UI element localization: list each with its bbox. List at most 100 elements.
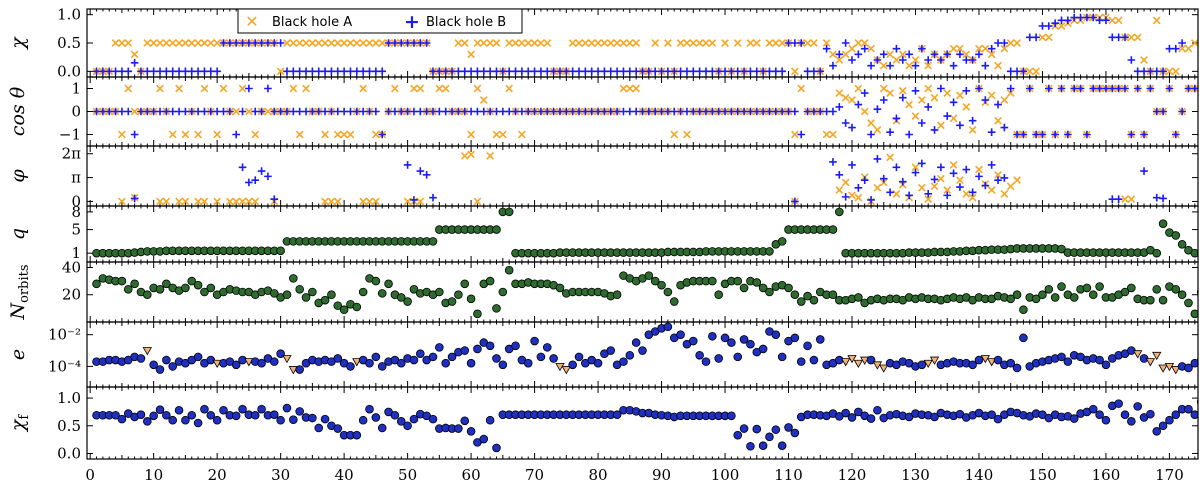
marker-a — [670, 130, 679, 139]
point-chif — [428, 414, 438, 424]
marker-a — [1013, 176, 1021, 185]
marker-b — [956, 121, 964, 130]
marker-a — [245, 107, 253, 116]
marker-b — [302, 107, 310, 116]
legend: ✕ Black hole A + Black hole B — [237, 8, 523, 34]
point-chif — [174, 405, 184, 415]
marker-b — [1121, 84, 1129, 93]
point-e — [1057, 352, 1066, 362]
point-norbits — [187, 276, 197, 286]
marker-b — [105, 67, 114, 76]
marker-a — [505, 39, 514, 47]
point-chif — [269, 410, 279, 419]
marker-b — [968, 188, 977, 197]
marker-b — [575, 67, 583, 76]
marker-a — [911, 163, 920, 172]
point-norbits — [669, 297, 679, 306]
xtick-label: 30 — [271, 466, 290, 484]
marker-b — [1108, 33, 1117, 42]
marker-b — [162, 107, 171, 116]
marker-b — [975, 50, 983, 59]
ytick-label: 40 — [62, 258, 81, 276]
marker-b — [175, 67, 183, 76]
marker-b — [1127, 56, 1136, 64]
point-chif — [155, 405, 165, 415]
marker-b — [994, 100, 1002, 109]
marker-b — [1152, 193, 1161, 202]
point-norbits — [320, 295, 330, 305]
marker-b — [206, 107, 215, 116]
ytick-label: −1 — [59, 126, 81, 144]
marker-b — [479, 67, 488, 76]
marker-a — [594, 39, 602, 47]
marker-a — [213, 197, 222, 206]
marker-b — [505, 67, 513, 76]
marker-b — [1064, 16, 1072, 25]
marker-a — [225, 197, 234, 206]
marker-b — [333, 67, 342, 76]
point-e — [149, 360, 158, 370]
marker-b — [702, 107, 710, 116]
marker-b — [238, 39, 247, 47]
point-norbits — [377, 289, 387, 298]
marker-a — [162, 39, 171, 47]
point-e — [1006, 358, 1016, 368]
marker-a — [994, 170, 1002, 179]
marker-b — [733, 107, 742, 116]
marker-a — [371, 39, 380, 47]
marker-b — [1165, 44, 1174, 53]
marker-a — [194, 39, 202, 47]
marker-a — [664, 39, 672, 47]
marker-b — [651, 107, 659, 116]
marker-a — [175, 84, 183, 93]
marker-b — [841, 39, 850, 47]
point-chif — [143, 417, 152, 426]
marker-b — [308, 107, 317, 116]
marker-a — [835, 89, 844, 97]
marker-b — [632, 107, 640, 116]
point-e-upper-limit — [1171, 366, 1181, 375]
marker-a — [473, 39, 482, 47]
point-e-upper-limit — [142, 347, 153, 356]
point-q — [828, 225, 838, 234]
point-norbits — [123, 284, 133, 294]
point-chif — [333, 424, 343, 433]
marker-b — [130, 194, 139, 203]
point-e — [1101, 360, 1111, 370]
point-e — [968, 360, 977, 370]
point-norbits — [1019, 305, 1028, 315]
ylabel-chi: χ — [7, 36, 29, 51]
marker-b — [1051, 130, 1059, 139]
marker-a — [975, 44, 983, 53]
marker-b — [683, 67, 691, 76]
marker-a — [943, 89, 952, 97]
ytick-label: 1.0 — [57, 389, 81, 407]
marker-a — [391, 84, 399, 93]
marker-b — [632, 67, 640, 76]
marker-b — [499, 107, 507, 116]
marker-b — [111, 107, 120, 116]
marker-b — [219, 39, 228, 47]
marker-b — [1025, 33, 1034, 42]
point-e — [866, 355, 876, 365]
marker-a — [232, 107, 241, 116]
panel-e: 10⁻⁴ 10⁻² e — [7, 321, 1199, 388]
marker-a — [518, 130, 526, 139]
marker-a — [365, 39, 374, 47]
marker-a — [467, 150, 475, 159]
point-q — [1190, 248, 1198, 258]
marker-b — [670, 107, 679, 116]
marker-a — [486, 152, 494, 160]
marker-a — [702, 39, 710, 47]
xtick-label: 10 — [144, 466, 163, 484]
marker-b — [733, 67, 742, 76]
marker-b — [270, 195, 279, 203]
point-norbits — [828, 290, 838, 300]
marker-a — [911, 112, 920, 120]
marker-b — [149, 107, 158, 116]
marker-b — [270, 39, 279, 47]
point-chif — [390, 410, 400, 420]
xtick-label: 160 — [1092, 466, 1121, 484]
marker-a — [924, 84, 933, 93]
